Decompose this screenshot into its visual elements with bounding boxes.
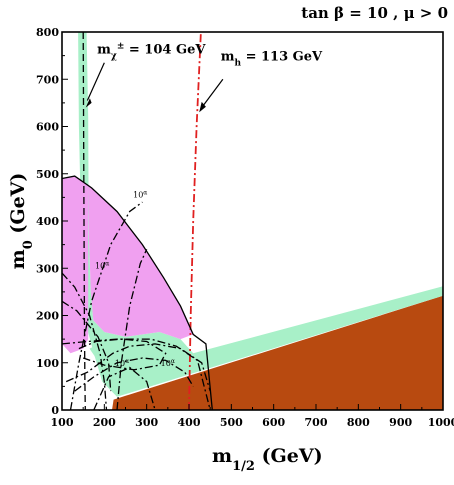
chargino-arrowhead	[85, 98, 92, 108]
contour-label: 10α	[95, 260, 109, 271]
y-tick-label: 600	[36, 121, 59, 134]
labels-layer: 10α 10α 10α 10α mχ± = 104 GeV mh = 113 GeV	[85, 41, 323, 369]
x-tick-label: 300	[135, 416, 158, 429]
region-pink-2	[62, 176, 194, 354]
x-tick-label: 700	[305, 416, 328, 429]
curve-contour-10a-low-d	[93, 366, 156, 410]
x-tick-label: 800	[347, 416, 370, 429]
y-axis-label: m0 (GeV)	[7, 173, 36, 270]
curve-higgs	[188, 32, 202, 410]
curves-layer	[62, 32, 213, 410]
higgs-arrowhead	[199, 101, 206, 113]
chargino-mass-label: mχ± = 104 GeV	[97, 41, 206, 61]
higgs-arrow	[201, 78, 224, 108]
y-tick-label: 500	[36, 168, 59, 181]
x-tick-label: 600	[262, 416, 285, 429]
y-tick-label: 200	[36, 310, 59, 323]
y-tick-label: 300	[36, 262, 59, 275]
ticks-layer: 1002003004005006007008009001000010020030…	[36, 26, 454, 429]
regions-layer	[62, 32, 443, 410]
x-tick-label: 100	[51, 416, 74, 429]
curve-contour-10a-low-c	[74, 357, 194, 392]
higgs-mass-label: mh = 113 GeV	[221, 49, 323, 68]
x-tick-label: 900	[389, 416, 412, 429]
y-tick-label: 100	[36, 357, 59, 370]
region-brown-0	[112, 295, 443, 410]
curve-contour-inner-ellipse	[78, 338, 167, 371]
contour-label: 10α	[115, 358, 129, 369]
chargino-arrow	[86, 62, 105, 101]
curve-contour-10a-mid-b	[62, 300, 112, 392]
x-axis-label: m1/2 (GeV)	[212, 445, 323, 474]
curve-contour-10a-low-left	[65, 343, 211, 392]
y-tick-label: 700	[36, 73, 59, 86]
contour-label: 10α	[133, 189, 147, 200]
region-green-3	[89, 339, 173, 373]
curve-lsp-boundary	[62, 175, 213, 410]
x-tick-label: 500	[220, 416, 243, 429]
contour-label: 10α	[161, 358, 175, 369]
y-tick-label: 400	[36, 215, 59, 228]
curve-contour-10a-mid	[62, 272, 108, 410]
curve-chargino	[82, 32, 86, 410]
x-tick-label: 400	[178, 416, 201, 429]
x-tick-label: 200	[93, 416, 116, 429]
y-tick-label: 800	[36, 26, 59, 39]
curve-contour-10a-top	[69, 201, 143, 410]
chart-title: tan β = 10 , μ > 0	[301, 4, 448, 22]
y-tick-label: 0	[51, 404, 59, 417]
